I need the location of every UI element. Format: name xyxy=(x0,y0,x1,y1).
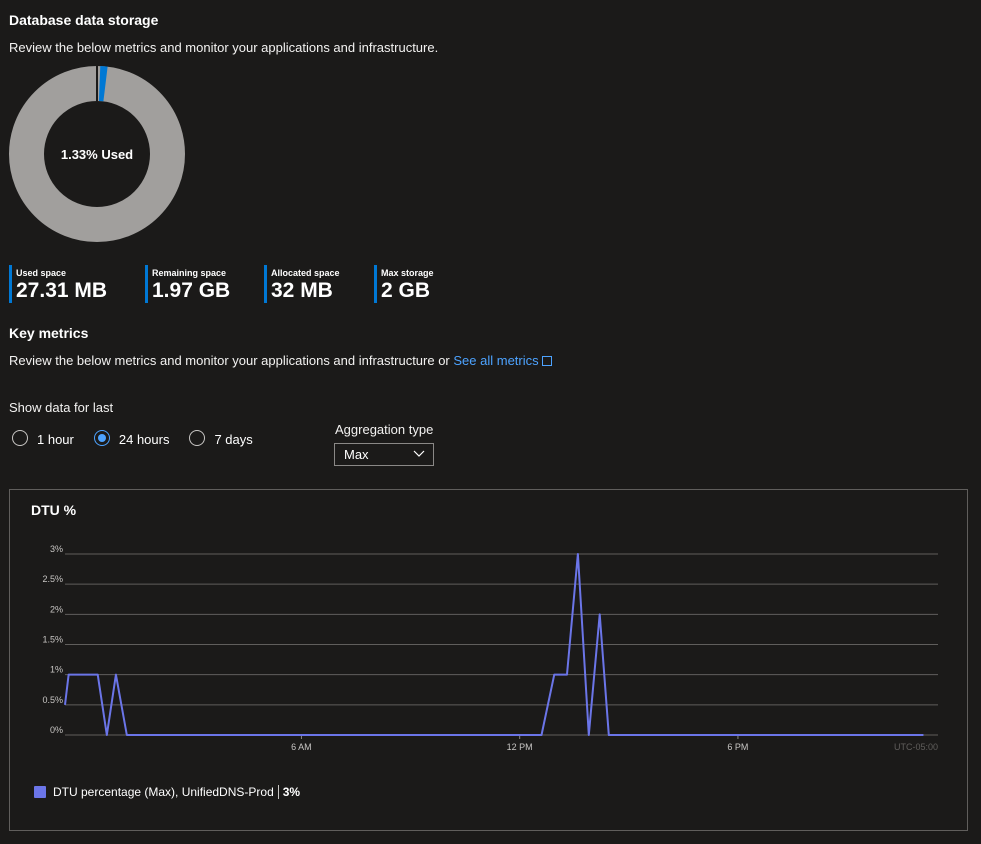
y-tick-label: 0% xyxy=(50,725,63,735)
legend-separator xyxy=(277,785,279,799)
radio-circle-icon[interactable] xyxy=(189,429,206,446)
radio-circle-icon[interactable] xyxy=(12,429,28,446)
stat-allocated-space: Allocated space 32 MB xyxy=(264,265,340,303)
key-metrics-title: Key metrics xyxy=(9,325,89,341)
y-tick-label: 1% xyxy=(50,665,63,675)
stat-label: Max storage xyxy=(381,268,434,278)
chart-legend[interactable]: DTU percentage (Max), UnifiedDNS-Prod 3% xyxy=(34,785,300,799)
chart-title: DTU % xyxy=(31,502,77,518)
legend-value: 3% xyxy=(282,785,301,799)
series-line xyxy=(64,553,924,736)
y-tick-label: 3% xyxy=(50,544,63,554)
aggregation-type-label: Aggregation type xyxy=(335,422,434,437)
radio-label[interactable]: 7 days xyxy=(214,432,253,447)
y-tick-label: 2.5% xyxy=(42,574,63,584)
radio-label[interactable]: 1 hour xyxy=(37,432,74,447)
y-tick-label: 2% xyxy=(50,604,63,614)
y-tick-label: 0.5% xyxy=(42,695,63,705)
radio-24-hours[interactable]: 24 hours xyxy=(93,429,170,447)
time-range-radio-group: 1 hour 24 hours 7 days xyxy=(12,429,253,447)
dtu-line-chart: 0% 0.5% 1% 1.5% 2% 2.5% 3% 6 AM 12 PM 6 PM UTC-05:… xyxy=(42,544,938,752)
x-tick-label: 6 AM xyxy=(291,742,312,752)
stat-value: 27.31 MB xyxy=(16,279,108,302)
key-metrics-text: Review the below metrics and monitor you… xyxy=(9,353,454,368)
stat-value: 2 GB xyxy=(381,279,431,302)
stat-label: Used space xyxy=(16,268,67,278)
show-data-label: Show data for last xyxy=(9,400,114,415)
stat-label: Allocated space xyxy=(271,268,340,278)
y-tick-label: 1.5% xyxy=(42,635,63,645)
storage-title: Database data storage xyxy=(9,12,159,28)
donut-center-label: 1.33% Used xyxy=(60,146,134,162)
radio-7-days[interactable]: 7 days xyxy=(189,429,253,447)
storage-donut-chart: 1.33% Used xyxy=(9,66,185,242)
external-link-icon xyxy=(541,356,552,366)
x-tick-label: 6 PM xyxy=(727,742,748,752)
timezone-label: UTC-05:00 xyxy=(894,742,938,752)
see-all-metrics-link[interactable]: See all metrics xyxy=(453,353,552,368)
chevron-down-icon xyxy=(413,450,425,457)
stat-max-storage: Max storage 2 GB xyxy=(374,265,434,303)
x-tick-label: 12 PM xyxy=(507,742,533,752)
dtu-chart-card: DTU % 0% 0.5% 1% 1.5% 2% 2.5% 3% 6 AM 12 PM 6 PM U… xyxy=(9,489,968,831)
legend-swatch xyxy=(34,786,46,798)
key-metrics-description: Review the below metrics and monitor you… xyxy=(9,353,552,368)
stat-label: Remaining space xyxy=(152,268,227,278)
radio-label[interactable]: 24 hours xyxy=(118,432,170,447)
aggregation-type-dropdown[interactable]: Max xyxy=(334,443,434,466)
radio-1-hour[interactable]: 1 hour xyxy=(12,429,74,447)
stat-value: 1.97 GB xyxy=(152,279,231,302)
aggregation-type-value[interactable]: Max xyxy=(344,447,369,462)
stat-value: 32 MB xyxy=(271,279,333,302)
radio-checked-icon[interactable] xyxy=(93,429,110,446)
legend-series-name: DTU percentage (Max), UnifiedDNS-Prod xyxy=(53,785,274,799)
see-all-metrics-label[interactable]: See all metrics xyxy=(453,353,539,368)
storage-description: Review the below metrics and monitor you… xyxy=(9,40,439,55)
stat-used-space: Used space 27.31 MB xyxy=(9,265,107,303)
stat-remaining-space: Remaining space 1.97 GB xyxy=(145,265,230,303)
